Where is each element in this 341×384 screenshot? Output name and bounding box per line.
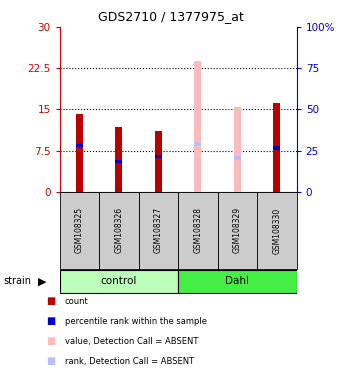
Text: GSM108329: GSM108329 [233, 207, 242, 253]
Bar [139, 192, 178, 269]
Text: count: count [65, 297, 89, 306]
Bar [99, 192, 139, 269]
Text: ■: ■ [46, 336, 55, 346]
Text: strain: strain [3, 276, 31, 286]
Text: GSM108328: GSM108328 [193, 207, 203, 253]
Bar [257, 192, 297, 269]
Bar [178, 270, 297, 293]
Bar [273, 146, 281, 150]
Bar [234, 107, 241, 192]
Bar [60, 192, 99, 269]
Text: GSM108327: GSM108327 [154, 207, 163, 253]
Text: rank, Detection Call = ABSENT: rank, Detection Call = ABSENT [65, 357, 194, 366]
Bar [218, 192, 257, 269]
Text: GSM108326: GSM108326 [115, 207, 123, 253]
Text: GSM108330: GSM108330 [272, 207, 281, 253]
Text: ■: ■ [46, 296, 55, 306]
Text: control: control [101, 276, 137, 286]
Bar [155, 131, 162, 192]
Bar [178, 192, 218, 269]
Bar [60, 270, 178, 293]
Bar [155, 155, 162, 158]
Bar [273, 103, 281, 192]
Text: GDS2710 / 1377975_at: GDS2710 / 1377975_at [98, 10, 243, 23]
Text: percentile rank within the sample: percentile rank within the sample [65, 317, 207, 326]
Text: GSM108325: GSM108325 [75, 207, 84, 253]
Bar [76, 114, 83, 192]
Bar [194, 142, 202, 146]
Bar [76, 144, 83, 147]
Text: ■: ■ [46, 356, 55, 366]
Bar [234, 156, 241, 159]
Bar [194, 61, 202, 192]
Text: ■: ■ [46, 316, 55, 326]
Text: ▶: ▶ [39, 276, 47, 286]
Bar [115, 160, 122, 163]
Bar [115, 127, 122, 192]
Text: Dahl: Dahl [225, 276, 249, 286]
Text: value, Detection Call = ABSENT: value, Detection Call = ABSENT [65, 337, 198, 346]
